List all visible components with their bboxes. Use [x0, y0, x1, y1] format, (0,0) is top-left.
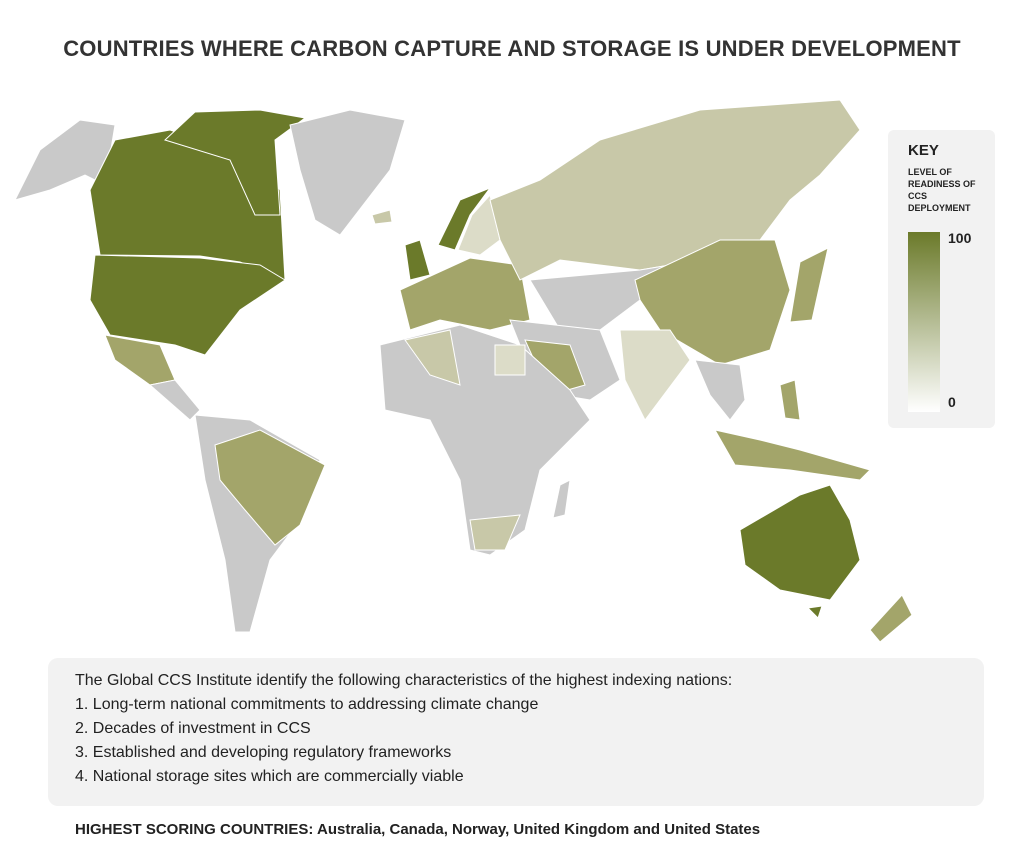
key-subtitle: LEVEL OF READINESS OF CCS DEPLOYMENT — [908, 167, 976, 213]
indonesia — [714, 429, 871, 481]
usa — [89, 254, 286, 356]
southeast-asia — [694, 359, 746, 421]
australia — [739, 484, 861, 601]
madagascar — [552, 479, 571, 519]
footer-label: HIGHEST SCORING COUNTRIES: — [75, 821, 314, 838]
south-africa — [469, 514, 521, 551]
note-item: 1. Long-term national commitments to add… — [75, 696, 539, 713]
note-item: 2. Decades of investment in CCS — [75, 720, 311, 737]
algeria — [404, 329, 461, 386]
canada-arctic — [164, 109, 307, 216]
japan — [789, 247, 829, 323]
china — [634, 239, 791, 366]
key: KEY LEVEL OF READINESS OF CCS DEPLOYMENT… — [888, 130, 995, 428]
greenland — [289, 109, 406, 236]
notes-box: The Global CCS Institute identify the fo… — [48, 658, 984, 806]
footer: HIGHEST SCORING COUNTRIES: Australia, Ca… — [75, 821, 760, 838]
egypt — [494, 344, 526, 376]
countries — [14, 99, 913, 643]
india — [619, 329, 691, 421]
central-america — [148, 379, 201, 421]
tasmania — [806, 605, 823, 619]
united-kingdom — [404, 239, 431, 281]
brazil — [214, 429, 326, 546]
key-max: 100 — [948, 230, 972, 246]
iceland — [371, 209, 393, 225]
title: COUNTRIES WHERE CARBON CAPTURE AND STORA… — [63, 36, 961, 61]
notes-intro: The Global CCS Institute identify the fo… — [75, 672, 733, 689]
key-gradient — [908, 232, 940, 412]
note-item: 3. Established and developing regulatory… — [75, 744, 452, 761]
new-zealand — [869, 594, 913, 643]
key-min: 0 — [948, 394, 956, 410]
europe — [399, 257, 531, 331]
key-title: KEY — [908, 142, 939, 159]
russia — [489, 99, 861, 281]
footer-countries: Australia, Canada, Norway, United Kingdo… — [316, 821, 761, 838]
note-item: 4. National storage sites which are comm… — [75, 768, 464, 785]
philippines — [779, 379, 801, 421]
norway — [437, 186, 492, 251]
